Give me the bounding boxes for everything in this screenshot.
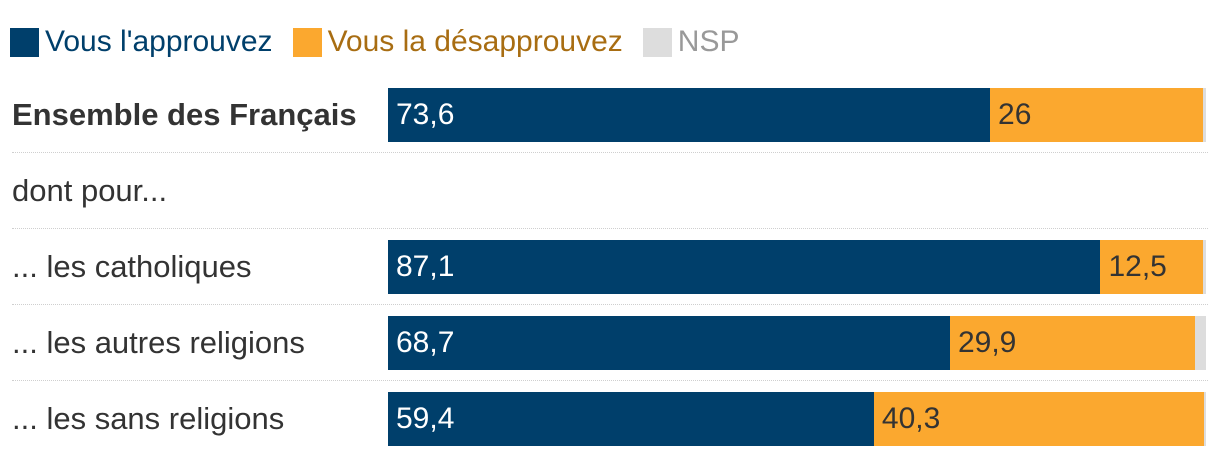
bar-segment (388, 240, 1101, 294)
bar-segment (388, 392, 874, 446)
bar-value-label: 87,1 (396, 250, 455, 283)
category-label: ... les catholiques (12, 249, 252, 284)
legend-label: NSP (677, 25, 740, 58)
row-separator (12, 228, 1208, 229)
category-label: Ensemble des Français (12, 97, 357, 132)
category-label: ... les sans religions (12, 401, 285, 436)
row-separator (12, 152, 1208, 153)
row-separator (12, 304, 1208, 305)
legend-label: Vous l'approuvez (45, 25, 273, 58)
bar-segment (1202, 240, 1206, 294)
legend-item: Vous la désapprouvez (292, 25, 623, 59)
bar-segment (1202, 88, 1206, 142)
bar-value-label: 68,7 (396, 326, 455, 359)
bar-value-label: 59,4 (396, 402, 455, 435)
bar-segment (388, 316, 950, 370)
bar-value-label: 40,3 (881, 402, 941, 435)
bar-value-label: 12,5 (1108, 250, 1167, 283)
legend: Vous l'approuvez Vous la désapprouvez NSP (10, 22, 739, 62)
legend-swatch (10, 27, 39, 57)
category-label: dont pour... (12, 173, 168, 208)
legend-item: NSP (642, 25, 740, 59)
legend-swatch (642, 27, 672, 57)
bar-value-label: 73,6 (396, 98, 455, 131)
bar-segment (949, 316, 1195, 370)
bar-segment (388, 88, 991, 142)
bar-value-label: 29,9 (957, 326, 1017, 359)
row-separator (12, 380, 1208, 381)
category-label: ... les autres religions (12, 325, 305, 360)
bar-value-label: 26 (998, 98, 1032, 131)
legend-swatch (292, 27, 322, 57)
bar-segment (1100, 240, 1203, 294)
bar-segment (1203, 392, 1206, 446)
legend-item: Vous l'approuvez (10, 25, 273, 59)
bar-segment (1194, 316, 1206, 370)
bar-segment (873, 392, 1204, 446)
legend-label: Vous la désapprouvez (327, 25, 623, 58)
bar-segment (990, 88, 1203, 142)
